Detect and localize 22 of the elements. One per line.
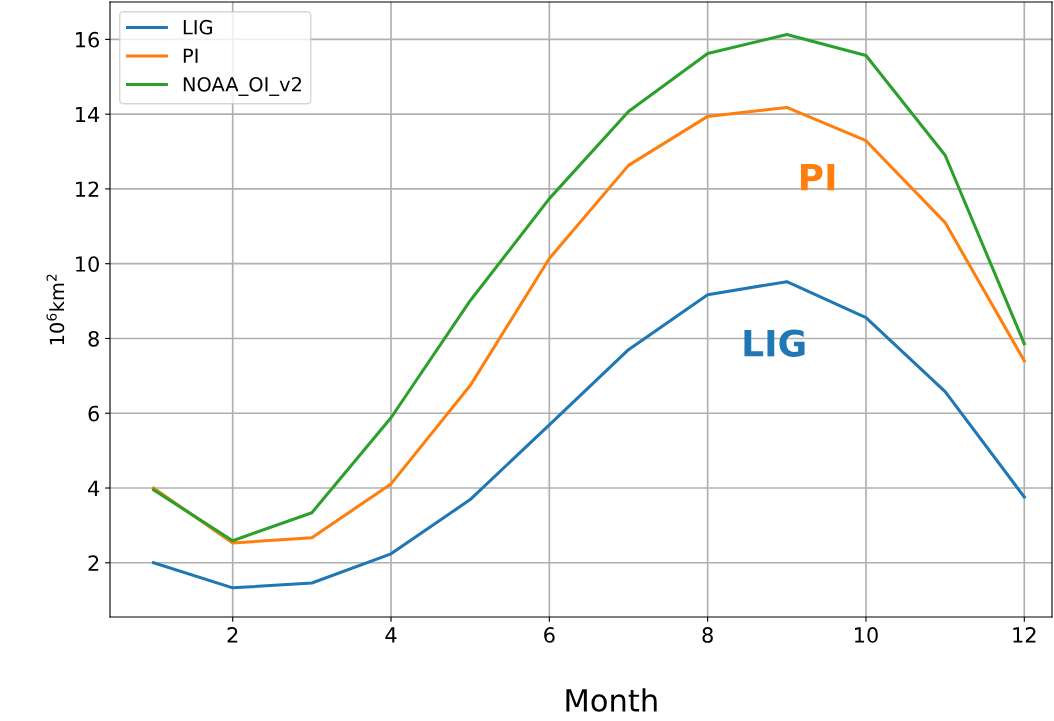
- annotation: LIG: [744, 329, 805, 357]
- y-tick-label: 6: [88, 405, 99, 422]
- legend-label: PI: [183, 48, 198, 63]
- x-tick-label: 10: [855, 627, 878, 643]
- y-tick-label: 16: [76, 31, 99, 48]
- y-tick-label: 12: [76, 181, 99, 197]
- x-tick-label: 6: [544, 627, 555, 643]
- annotation: PI: [800, 163, 835, 191]
- x-tick-label: 12: [1013, 627, 1036, 643]
- legend-label: NOAA_OI_v2: [183, 76, 302, 96]
- y-tick-label: 2: [88, 555, 99, 571]
- line-series: [152, 280, 1026, 590]
- y-tick-label: 4: [88, 480, 100, 496]
- x-tick-label: 2: [227, 627, 238, 643]
- y-tick-label: 8: [88, 330, 99, 347]
- x-tick-label: 4: [385, 627, 397, 643]
- x-axis-title: Month: [566, 688, 657, 712]
- y-tick-label: 14: [76, 106, 100, 123]
- y-tick-label: 10: [76, 256, 99, 272]
- x-tick-label: 8: [702, 627, 713, 643]
- legend-label: LIG: [183, 19, 212, 35]
- y-axis-title: 10$^{6}$km$^{2}$: [46, 274, 65, 345]
